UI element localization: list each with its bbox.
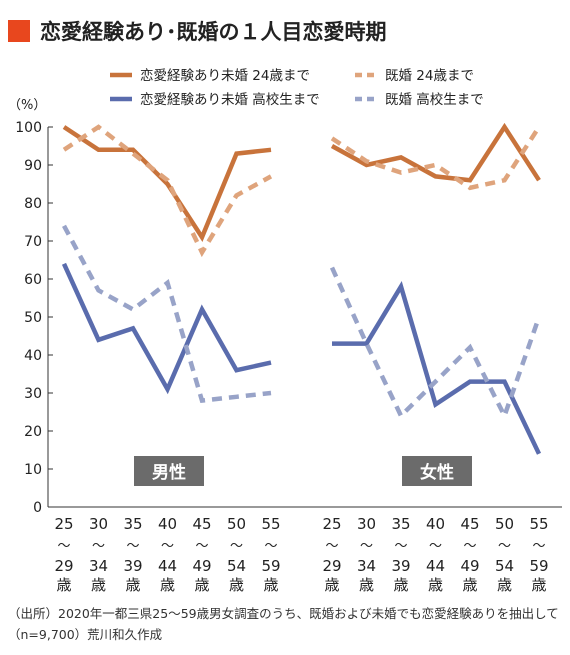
x-tick-label: 54 <box>227 557 246 575</box>
y-tick-label: 10 <box>24 462 42 478</box>
x-tick-label: ～ <box>195 539 208 554</box>
x-tick-label: 44 <box>426 557 445 575</box>
x-tick-label: 29 <box>322 557 341 575</box>
x-tick-label: 歳 <box>324 576 339 594</box>
x-tick-label: ～ <box>264 539 277 554</box>
x-tick-label: ～ <box>325 539 338 554</box>
chart-title-row: 恋愛経験あり･既婚の１人目恋愛時期 <box>8 16 387 46</box>
series-line <box>61 262 272 395</box>
series-line <box>62 224 272 404</box>
x-tick-label: 55 <box>529 515 548 533</box>
x-tick-label: ～ <box>230 539 243 554</box>
x-tick-label: 歳 <box>125 576 140 594</box>
y-tick-label: 80 <box>24 196 42 212</box>
x-tick-label: 50 <box>227 515 246 533</box>
x-tick-label: 歳 <box>56 576 71 594</box>
x-tick-label: 歳 <box>229 576 244 594</box>
x-tick-label: 35 <box>123 515 142 533</box>
x-tick-label: 30 <box>357 515 376 533</box>
x-tick-label: 55 <box>261 515 280 533</box>
x-tick-label: ～ <box>498 539 511 554</box>
x-tick-label: ～ <box>532 539 545 554</box>
panel-label: 女性 <box>420 462 454 483</box>
series-line <box>62 124 273 258</box>
x-tick-label: ～ <box>126 539 139 554</box>
x-tick-label: 25 <box>322 515 341 533</box>
x-tick-label: ～ <box>463 539 476 554</box>
x-tick-label: 44 <box>158 557 177 575</box>
x-tick-label: 25 <box>54 515 73 533</box>
chart-title: 恋愛経験あり･既婚の１人目恋愛時期 <box>40 20 387 44</box>
source-footnote: （出所）2020年一都三県25～59歳男女調査のうち、既婚および未婚でも恋愛経験… <box>8 606 559 642</box>
y-tick-label: 70 <box>24 234 42 250</box>
x-tick-label: 39 <box>123 557 142 575</box>
legend-label: 既婚 24歳まで <box>385 68 474 84</box>
x-tick-label: 歳 <box>263 576 278 594</box>
x-tick-label: 45 <box>192 515 211 533</box>
x-tick-label: ～ <box>161 539 174 554</box>
y-tick-label: 0 <box>33 500 42 516</box>
x-tick-label: 40 <box>426 515 445 533</box>
panel-label-badge <box>402 456 472 486</box>
series-line <box>330 122 541 183</box>
x-tick-label: 歳 <box>428 576 443 594</box>
y-axis-unit-label: （%） <box>8 98 46 113</box>
title-accent-square <box>8 20 30 42</box>
series-line <box>332 281 542 455</box>
x-tick-label: ～ <box>360 539 373 554</box>
panel-label-badge <box>134 456 204 486</box>
legend-label: 恋愛経験あり未婚 高校生まで <box>140 91 320 108</box>
x-tick-label: 49 <box>460 557 479 575</box>
y-tick-label: 100 <box>15 120 42 136</box>
x-tick-label: 40 <box>158 515 177 533</box>
x-tick-label: 29 <box>54 557 73 575</box>
y-tick-label: 60 <box>24 272 42 288</box>
x-tick-label: 49 <box>192 557 211 575</box>
x-tick-label: 歳 <box>462 576 477 594</box>
x-tick-label: 39 <box>391 557 410 575</box>
series-line <box>330 125 541 191</box>
x-tick-label: 歳 <box>497 576 512 594</box>
x-tick-label: 50 <box>495 515 514 533</box>
x-tick-label: 歳 <box>531 576 546 594</box>
series-line <box>329 266 542 422</box>
legend-label: 恋愛経験あり未婚 24歳まで <box>140 67 310 84</box>
y-tick-label: 50 <box>24 310 42 326</box>
y-tick-label: 20 <box>24 424 42 440</box>
x-tick-label: ～ <box>57 539 70 554</box>
series-line <box>62 125 272 243</box>
legend-label: 既婚 高校生まで <box>385 91 484 108</box>
x-tick-label: 34 <box>357 557 376 575</box>
x-tick-label: 54 <box>495 557 514 575</box>
x-tick-label: 34 <box>89 557 108 575</box>
x-tick-label: 歳 <box>359 576 374 594</box>
x-tick-label: ～ <box>394 539 407 554</box>
x-tick-label: 歳 <box>194 576 209 594</box>
x-tick-label: ～ <box>92 539 105 554</box>
panel-label: 男性 <box>152 462 186 483</box>
x-tick-label: 59 <box>261 557 280 575</box>
x-tick-label: 歳 <box>160 576 175 594</box>
y-tick-label: 30 <box>24 386 42 402</box>
x-tick-label: 45 <box>460 515 479 533</box>
x-tick-label: 30 <box>89 515 108 533</box>
x-tick-label: 59 <box>529 557 548 575</box>
x-tick-label: 歳 <box>393 576 408 594</box>
x-tick-label: 35 <box>391 515 410 533</box>
y-tick-label: 90 <box>24 158 42 174</box>
x-tick-label: ～ <box>429 539 442 554</box>
x-tick-label: 歳 <box>91 576 106 594</box>
y-tick-label: 40 <box>24 348 42 364</box>
